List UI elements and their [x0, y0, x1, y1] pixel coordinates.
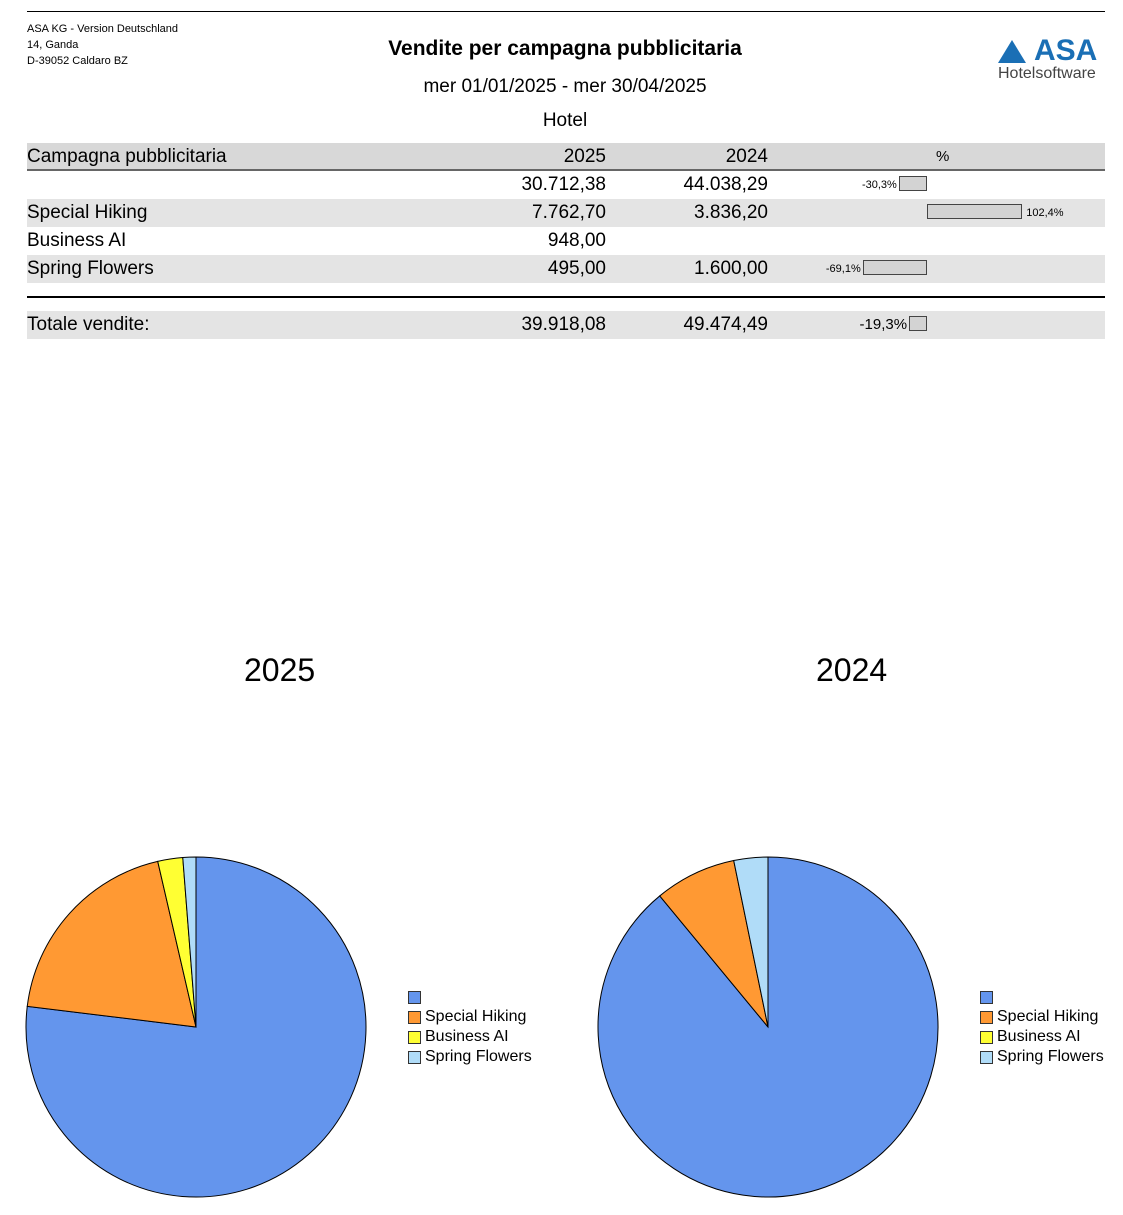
- total-2024: 49.474,49: [683, 314, 768, 335]
- logo-triangle-icon: [998, 40, 1026, 63]
- legend-swatch: [980, 1011, 993, 1024]
- total-2025: 39.918,08: [521, 314, 606, 335]
- col-2025: 2025: [563, 146, 606, 167]
- table-header: Campagna pubblicitaria 2025 2024 %: [27, 143, 1105, 171]
- legend-label: Spring Flowers: [997, 1048, 1104, 1065]
- pct-label: -69,1%: [825, 263, 861, 275]
- legend-label: Spring Flowers: [425, 1048, 532, 1065]
- total-row: Totale vendite: 39.918,08 49.474,49 -19,…: [27, 311, 1105, 339]
- company-city: D-39052 Caldaro BZ: [27, 55, 128, 67]
- legend-item: Business AI: [980, 1027, 1104, 1047]
- legend-swatch: [980, 991, 993, 1004]
- legend-item: [408, 987, 532, 1007]
- logo-subtitle: Hotelsoftware: [998, 65, 1096, 82]
- pie-title-2025: 2025: [244, 652, 316, 688]
- legend-item: Spring Flowers: [980, 1047, 1104, 1067]
- pct-bar: [898, 176, 927, 191]
- legend-label: Business AI: [997, 1028, 1081, 1045]
- legend-item: Spring Flowers: [408, 1047, 532, 1067]
- legend-item: Business AI: [408, 1027, 532, 1047]
- report-title: Vendite per campagna pubblicitaria: [388, 37, 742, 60]
- campaign-name: Spring Flowers: [27, 258, 154, 279]
- table-row: Business AI 948,00: [27, 227, 1105, 255]
- value-2024: 44.038,29: [683, 174, 768, 195]
- legend-2024: Special Hiking Business AI Spring Flowers: [980, 987, 1104, 1067]
- company-street: 14, Ganda: [27, 39, 79, 51]
- company-name: ASA KG - Version Deutschland: [27, 23, 179, 35]
- total-separator: [27, 296, 1105, 298]
- pct-label: -30,3%: [861, 179, 897, 191]
- total-label: Totale vendite:: [27, 314, 150, 335]
- pie-slice-2025-1: [26, 860, 197, 1028]
- legend-label: Special Hiking: [425, 1008, 527, 1025]
- pie-slice-2025-3: [182, 856, 197, 1028]
- pie-slice-2025-0: [25, 856, 367, 1198]
- col-campaign: Campagna pubblicitaria: [27, 146, 227, 167]
- legend-swatch: [980, 1031, 993, 1044]
- legend-swatch: [408, 1051, 421, 1064]
- top-rule: [27, 11, 1105, 12]
- legend-label: Business AI: [425, 1028, 509, 1045]
- legend-swatch: [408, 1031, 421, 1044]
- table-row: Spring Flowers 495,00 1.600,00 -69,1%: [27, 255, 1105, 283]
- legend-swatch: [408, 1011, 421, 1024]
- report-period: mer 01/01/2025 - mer 30/04/2025: [423, 76, 707, 97]
- legend-item: Special Hiking: [980, 1007, 1104, 1027]
- value-2025: 30.712,38: [521, 174, 606, 195]
- table-row: Special Hiking 7.762,70 3.836,20 102,4%: [27, 199, 1105, 227]
- pct-label: -19,3%: [859, 316, 908, 333]
- legend-swatch: [408, 991, 421, 1004]
- value-2024: 3.836,20: [694, 202, 768, 223]
- value-2025: 948,00: [547, 230, 606, 251]
- value-2025: 495,00: [547, 258, 606, 279]
- col-2024: 2024: [725, 146, 768, 167]
- pct-label: 102,4%: [1026, 207, 1064, 219]
- pie-slice-2024-0: [597, 856, 939, 1198]
- pie-title-2024: 2024: [816, 652, 888, 688]
- pie-slice-2024-3: [733, 856, 769, 1028]
- campaign-name: Business AI: [27, 230, 127, 251]
- legend-item: Special Hiking: [408, 1007, 532, 1027]
- value-2025: 7.762,70: [532, 202, 606, 223]
- table-row: 30.712,38 44.038,29 -30,3%: [27, 171, 1105, 199]
- report-scope: Hotel: [542, 110, 588, 131]
- pct-bar: [862, 260, 927, 275]
- col-pct: %: [936, 148, 950, 165]
- value-2024: 1.600,00: [694, 258, 768, 279]
- campaign-name: Special Hiking: [27, 202, 148, 223]
- pct-bar: [927, 204, 1023, 219]
- company-address: ASA KG - Version Deutschland 14, Ganda D…: [27, 21, 178, 69]
- legend-swatch: [980, 1051, 993, 1064]
- legend-item: [980, 987, 1104, 1007]
- legend-label: Special Hiking: [997, 1008, 1099, 1025]
- logo-brand: ASA: [1034, 34, 1098, 67]
- pct-bar: [909, 316, 927, 331]
- legend-2025: Special Hiking Business AI Spring Flowers: [408, 987, 532, 1067]
